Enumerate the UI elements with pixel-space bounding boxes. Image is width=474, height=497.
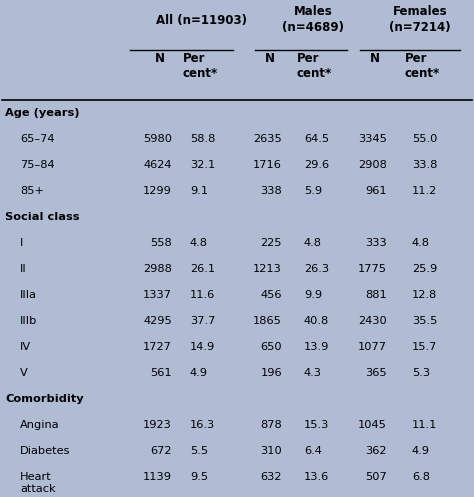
- Text: 9.9: 9.9: [304, 290, 322, 300]
- Text: 456: 456: [261, 290, 282, 300]
- Text: 365: 365: [365, 368, 387, 378]
- Text: 11.2: 11.2: [412, 186, 437, 196]
- Text: 55.0: 55.0: [412, 134, 438, 144]
- Text: 11.6: 11.6: [190, 290, 215, 300]
- Text: I: I: [20, 238, 23, 248]
- Text: 12.8: 12.8: [412, 290, 437, 300]
- Text: 4295: 4295: [143, 316, 172, 326]
- Text: 310: 310: [260, 446, 282, 456]
- Text: 1923: 1923: [143, 420, 172, 430]
- Text: 13.9: 13.9: [304, 342, 329, 352]
- Text: 14.9: 14.9: [190, 342, 215, 352]
- Text: 2635: 2635: [253, 134, 282, 144]
- Text: Comorbidity: Comorbidity: [5, 394, 83, 404]
- Text: 881: 881: [365, 290, 387, 300]
- Text: 1727: 1727: [143, 342, 172, 352]
- Text: Age (years): Age (years): [5, 108, 80, 118]
- Text: 1775: 1775: [358, 264, 387, 274]
- Text: 672: 672: [151, 446, 172, 456]
- Text: 4624: 4624: [144, 160, 172, 170]
- Text: 961: 961: [365, 186, 387, 196]
- Text: 1299: 1299: [143, 186, 172, 196]
- Text: 65–74: 65–74: [20, 134, 55, 144]
- Text: 225: 225: [261, 238, 282, 248]
- Text: 6.8: 6.8: [412, 472, 430, 482]
- Text: 35.5: 35.5: [412, 316, 438, 326]
- Text: N: N: [370, 52, 380, 65]
- Text: 1045: 1045: [358, 420, 387, 430]
- Text: 26.3: 26.3: [304, 264, 329, 274]
- Text: 6.4: 6.4: [304, 446, 322, 456]
- Text: 4.3: 4.3: [304, 368, 322, 378]
- Text: 37.7: 37.7: [190, 316, 215, 326]
- Text: 2430: 2430: [358, 316, 387, 326]
- Text: 3345: 3345: [358, 134, 387, 144]
- Text: Per
cent*: Per cent*: [183, 52, 218, 80]
- Text: 561: 561: [150, 368, 172, 378]
- Text: Diabetes: Diabetes: [20, 446, 71, 456]
- Text: 5.5: 5.5: [190, 446, 208, 456]
- Text: 1213: 1213: [253, 264, 282, 274]
- Text: 5.3: 5.3: [412, 368, 430, 378]
- Text: 15.7: 15.7: [412, 342, 438, 352]
- Text: 4.8: 4.8: [190, 238, 208, 248]
- Text: 1716: 1716: [253, 160, 282, 170]
- Text: II: II: [20, 264, 27, 274]
- Text: 26.1: 26.1: [190, 264, 215, 274]
- Text: Angina: Angina: [20, 420, 60, 430]
- Text: Social class: Social class: [5, 212, 80, 222]
- Text: 632: 632: [261, 472, 282, 482]
- Text: 40.8: 40.8: [304, 316, 329, 326]
- Text: Per
cent*: Per cent*: [405, 52, 440, 80]
- Text: 1337: 1337: [143, 290, 172, 300]
- Text: 64.5: 64.5: [304, 134, 329, 144]
- Text: 85+: 85+: [20, 186, 44, 196]
- Text: 11.1: 11.1: [412, 420, 438, 430]
- Text: IIIb: IIIb: [20, 316, 37, 326]
- Text: 2908: 2908: [358, 160, 387, 170]
- Text: 507: 507: [365, 472, 387, 482]
- Text: Heart
attack: Heart attack: [20, 472, 55, 495]
- Text: 333: 333: [365, 238, 387, 248]
- Text: 9.1: 9.1: [190, 186, 208, 196]
- Text: IIIa: IIIa: [20, 290, 37, 300]
- Text: 2988: 2988: [143, 264, 172, 274]
- Text: IV: IV: [20, 342, 31, 352]
- Text: 4.9: 4.9: [412, 446, 430, 456]
- Text: N: N: [265, 52, 275, 65]
- Text: 338: 338: [260, 186, 282, 196]
- Text: 16.3: 16.3: [190, 420, 215, 430]
- Text: 29.6: 29.6: [304, 160, 329, 170]
- Text: N: N: [155, 52, 165, 65]
- Text: 33.8: 33.8: [412, 160, 438, 170]
- Text: 25.9: 25.9: [412, 264, 437, 274]
- Text: All (n=11903): All (n=11903): [156, 14, 247, 27]
- Text: 4.9: 4.9: [190, 368, 208, 378]
- Text: 5.9: 5.9: [304, 186, 322, 196]
- Text: 13.6: 13.6: [304, 472, 329, 482]
- Text: 15.3: 15.3: [304, 420, 329, 430]
- Text: 196: 196: [260, 368, 282, 378]
- Text: Males
(n=4689): Males (n=4689): [283, 5, 345, 34]
- Text: 1077: 1077: [358, 342, 387, 352]
- Text: Females
(n=7214): Females (n=7214): [389, 5, 451, 34]
- Text: 1139: 1139: [143, 472, 172, 482]
- Text: 9.5: 9.5: [190, 472, 208, 482]
- Text: 32.1: 32.1: [190, 160, 215, 170]
- Text: 4.8: 4.8: [412, 238, 430, 248]
- Text: Per
cent*: Per cent*: [297, 52, 332, 80]
- Text: 1865: 1865: [253, 316, 282, 326]
- Text: V: V: [20, 368, 28, 378]
- Text: 58.8: 58.8: [190, 134, 215, 144]
- Text: 558: 558: [150, 238, 172, 248]
- Text: 4.8: 4.8: [304, 238, 322, 248]
- Text: 878: 878: [260, 420, 282, 430]
- Text: 5980: 5980: [143, 134, 172, 144]
- Text: 75–84: 75–84: [20, 160, 55, 170]
- Text: 362: 362: [365, 446, 387, 456]
- Text: 650: 650: [260, 342, 282, 352]
